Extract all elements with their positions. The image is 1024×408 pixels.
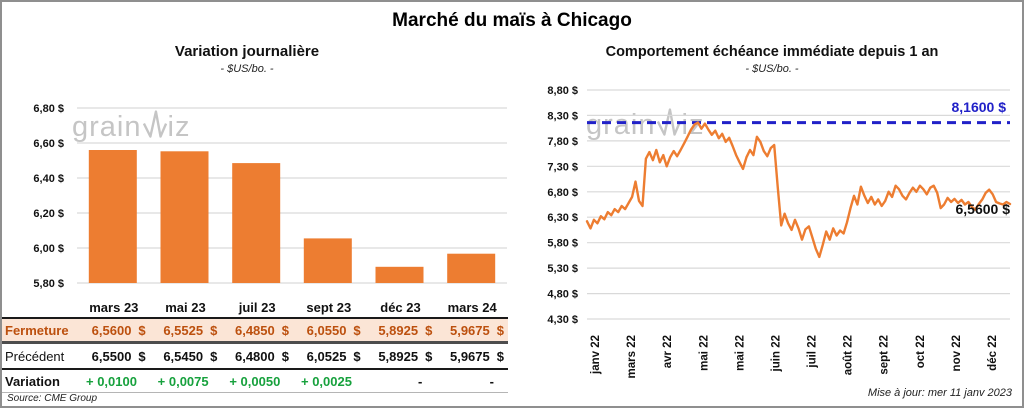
price-line: [585, 121, 1012, 259]
month-header: mars 24: [447, 299, 497, 315]
month-header: mai 23: [165, 299, 206, 315]
month-header: mars 23: [89, 299, 139, 315]
x-axis-label: juin 22: [771, 335, 783, 372]
precedent-value: 6,4800 $: [234, 348, 289, 364]
table-header-row: mars 23 mai 23 juil 23 sept 23 déc 23 ma…: [2, 297, 508, 319]
watermark-text-iz: iz: [167, 111, 191, 143]
bar-mars 24: [447, 253, 496, 283]
y-axis-label: 4,30 $: [547, 314, 578, 326]
fermeture-value: 6,4850 $: [234, 322, 289, 338]
right-chart-subtitle: - $US/bo. -: [745, 63, 799, 75]
precedent-value: 5,9675 $: [449, 348, 504, 364]
daily-variation-bar-chart: 6,80 $ 6,60 $ 6,40 $ 6,20 $ 6,00 $ 5,80 $: [33, 103, 507, 290]
variation-value: + 0,0025: [300, 373, 352, 389]
x-axis-label: nov 22: [951, 335, 963, 371]
precedent-value: 6,5500 $: [91, 348, 146, 364]
y-axis-label: 6,00 $: [33, 243, 64, 255]
x-axis-label: oct 22: [915, 335, 927, 368]
source-note: Source: CME Group: [7, 393, 98, 404]
fermeture-value: 5,8925 $: [378, 322, 433, 338]
x-axis-label: mai 22: [734, 335, 746, 371]
precedent-value: 6,0525 $: [306, 348, 361, 364]
x-axis-label: juil 22: [807, 335, 819, 369]
right-chart-title: Comportement échéance immédiate depuis 1…: [605, 44, 939, 60]
month-header: déc 23: [380, 299, 421, 315]
variation-value: -: [417, 373, 423, 389]
table-row-fermeture: Fermeture 6,5600 $ 6,5525 $ 6,4850 $ 6,0550…: [2, 319, 508, 344]
x-axis-label: janv 22: [590, 335, 602, 375]
futures-table: mars 23 mai 23 juil 23 sept 23 déc 23 ma…: [2, 297, 508, 393]
y-axis-label: 6,80 $: [547, 187, 578, 199]
bar-mai 23: [160, 151, 209, 283]
x-axis-label: mars 22: [626, 335, 638, 378]
watermark-text-grain: grain: [72, 111, 142, 143]
fermeture-value: 6,0550 $: [306, 322, 361, 338]
watermark-zigzag-icon: [656, 108, 681, 136]
row-label-fermeture: Fermeture: [5, 322, 69, 338]
left-chart-title: Variation journalière: [174, 43, 320, 60]
watermark-zigzag-icon: [142, 110, 167, 138]
page-title: Marché du maïs à Chicago: [392, 10, 632, 31]
x-axis-label: mai 22: [698, 335, 710, 371]
y-axis-label: 6,20 $: [33, 208, 64, 220]
max-value-label: 8,1600 $: [951, 99, 1007, 115]
y-axis-label: 7,80 $: [547, 136, 578, 148]
y-axis-label: 5,30 $: [547, 263, 578, 275]
y-axis-label: 5,80 $: [547, 238, 578, 250]
precedent-value: 5,8925 $: [378, 348, 433, 364]
y-axis-label: 6,60 $: [33, 138, 64, 150]
x-axis-label: avr 22: [662, 335, 674, 368]
y-axis-label: 6,40 $: [33, 173, 64, 185]
row-label-precedent: Précédent: [5, 348, 65, 364]
x-axis-label: août 22: [843, 335, 855, 375]
fermeture-value: 6,5600 $: [91, 322, 146, 338]
x-axis-label: déc 22: [987, 335, 999, 371]
table-row-precedent: Précédent 6,5500 $ 6,5450 $ 6,4800 $ 6,0525…: [2, 344, 508, 370]
grainwiz-watermark: grain iz: [72, 108, 190, 142]
y-axis-label: 5,80 $: [33, 278, 64, 290]
y-axis-label: 4,80 $: [547, 289, 578, 301]
month-header: sept 23: [306, 299, 352, 315]
front-month-line-chart: 8,80 $ 8,30 $ 7,80 $ 7,30 $ 6,80 $ 6,30 $ 5,80…: [547, 85, 1012, 378]
y-axis-label: 6,30 $: [547, 212, 578, 224]
variation-value: -: [489, 373, 494, 389]
month-header: juil 23: [238, 299, 276, 315]
variation-value: + 0,0100: [86, 373, 137, 389]
bar-mars 23: [88, 150, 137, 283]
update-note: Mise à jour: mer 11 janv 2023: [867, 387, 1012, 399]
y-axis-label: 8,80 $: [547, 85, 578, 97]
watermark-text-iz: iz: [681, 109, 705, 141]
y-axis-label: 7,30 $: [547, 161, 578, 173]
variation-value: + 0,0075: [157, 373, 209, 389]
table-row-variation: Variation + 0,0100 + 0,0075 + 0,0050 + 0…: [2, 370, 508, 393]
variation-value: + 0,0050: [229, 373, 281, 389]
bar-déc 23: [375, 266, 424, 283]
precedent-value: 6,5450 $: [163, 348, 218, 364]
bar-juil 23: [232, 163, 281, 283]
fermeture-value: 6,5525 $: [163, 322, 218, 338]
fermeture-value: 5,9675 $: [449, 322, 504, 338]
last-value-label: 6,5600 $: [955, 201, 1011, 217]
x-axis-label: sept 22: [879, 335, 891, 375]
row-label-variation: Variation: [5, 373, 60, 389]
left-chart-subtitle: - $US/bo. -: [220, 63, 274, 75]
y-axis-label: 6,80 $: [33, 103, 64, 115]
bar-sept 23: [303, 238, 352, 283]
y-axis-label: 8,30 $: [547, 110, 578, 122]
